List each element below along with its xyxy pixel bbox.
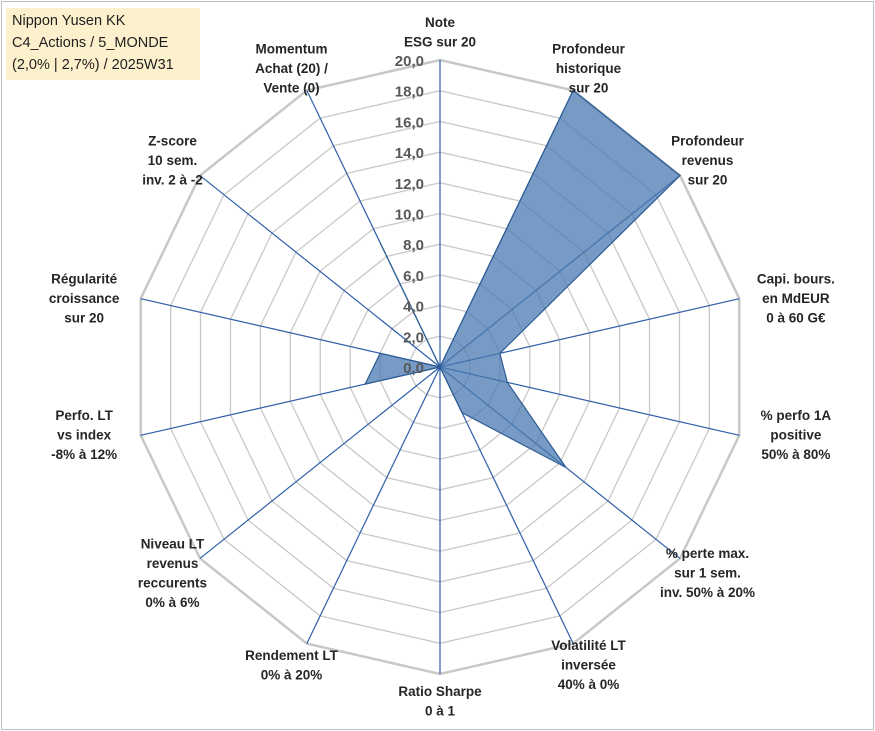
series-area xyxy=(364,89,681,469)
chart-title-box: Nippon Yusen KK C4_Actions / 5_MONDE (2,… xyxy=(6,8,200,80)
axis-label-prof-hist: Profondeur historique sur 20 xyxy=(552,41,625,95)
axis-label-regularite: Régularité croissance sur 20 xyxy=(49,271,120,325)
axis-label-rendement: Rendement LT 0% à 20% xyxy=(245,648,339,683)
axis-label-perte-max: % perte max. sur 1 sem. inv. 50% à 20% xyxy=(660,546,755,600)
tick-label: 4,0 xyxy=(403,299,424,316)
axis-label-momentum: Momentum Achat (20) / Vente (0) xyxy=(255,41,328,95)
tick-label: 16,0 xyxy=(395,114,424,131)
axis-label-capi: Capi. bours. en MdEUR 0 à 60 G€ xyxy=(757,271,835,325)
axis-label-volat: Volatilité LT inversée 40% à 0% xyxy=(551,638,626,692)
tick-label: 2,0 xyxy=(403,329,424,346)
radar-axis-labels: Note ESG sur 20 Profondeur historique sur 20… xyxy=(49,15,835,719)
axis-spoke-niveau-rev xyxy=(199,366,441,559)
tick-label: 0,0 xyxy=(403,360,424,377)
tick-label: 18,0 xyxy=(395,84,424,101)
axis-spoke-zscore xyxy=(199,175,441,368)
axis-label-zscore: Z-score 10 sem. inv. 2 à -2 xyxy=(142,133,203,187)
axis-label-perf-lt: Perfo. LT vs index -8% à 12% xyxy=(51,408,117,462)
chart-subtitle-period: (2,0% | 2,7%) / 2025W31 xyxy=(12,57,174,73)
axis-label-perf-1a: % perfo 1A positive 50% à 80% xyxy=(761,408,832,462)
chart-title: Nippon Yusen KK xyxy=(12,13,126,29)
tick-label: 10,0 xyxy=(395,207,424,224)
axis-label-sharpe: Ratio Sharpe 0 à 1 xyxy=(398,684,482,719)
axis-spoke-rendement xyxy=(306,366,441,644)
axis-label-esg: Note ESG sur 20 xyxy=(404,15,476,50)
axis-label-prof-rev: Profondeur revenus sur 20 xyxy=(671,133,744,187)
radar-series xyxy=(364,89,681,469)
radar-tick-labels: 0,0 2,0 4,0 6,0 8,0 10,0 12,0 14,0 16,0 18,0 20,0 xyxy=(395,53,424,377)
chart-subtitle-category: C4_Actions / 5_MONDE xyxy=(12,35,169,51)
tick-label: 20,0 xyxy=(395,53,424,70)
tick-label: 8,0 xyxy=(403,237,424,254)
tick-label: 12,0 xyxy=(395,176,424,193)
axis-label-niveau-rev: Niveau LT revenus reccurents 0% à 6% xyxy=(138,536,207,610)
tick-label: 14,0 xyxy=(395,145,424,162)
tick-label: 6,0 xyxy=(403,268,424,285)
